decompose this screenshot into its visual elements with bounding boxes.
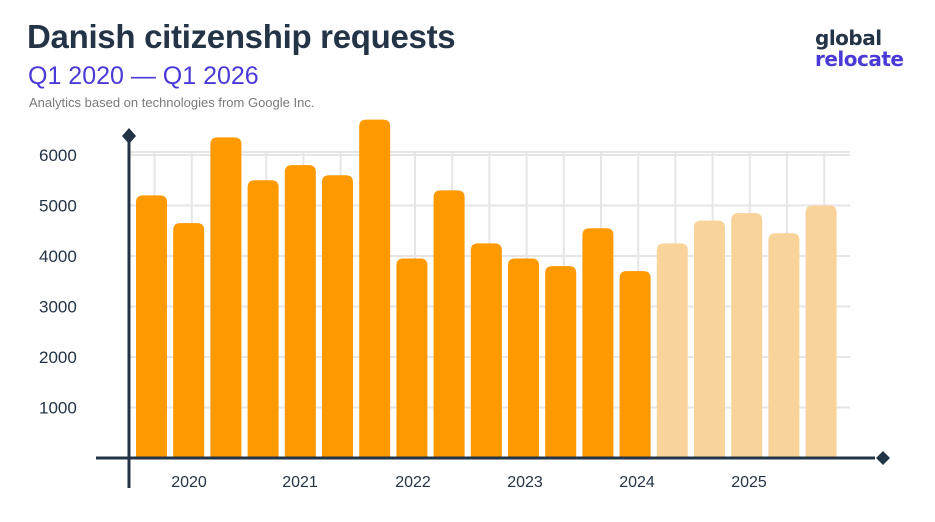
x-tick-labels: 2020 2021 2022 2023 2024 2025 <box>171 474 767 491</box>
chart-subtitle: Q1 2020 — Q1 2026 <box>28 62 259 90</box>
bar-forecast <box>731 213 763 458</box>
x-tick-label: 2021 <box>282 474 318 491</box>
bar <box>247 180 279 458</box>
y-axis-arrow-icon <box>122 128 136 144</box>
bar <box>359 119 391 459</box>
bar <box>210 137 242 458</box>
y-tick-label: 2000 <box>39 348 77 367</box>
x-tick-label: 2022 <box>395 474 431 491</box>
bar-forecast <box>768 233 800 458</box>
y-tick-label: 4000 <box>39 247 77 266</box>
bar <box>322 175 353 458</box>
bar <box>284 165 316 458</box>
y-tick-labels: 1000 2000 3000 4000 5000 6000 <box>39 146 77 418</box>
x-tick-label: 2025 <box>731 474 767 491</box>
bar-forecast <box>656 243 688 458</box>
bar <box>173 223 205 458</box>
bar <box>396 258 428 458</box>
logo-line-relocate: relocate <box>815 47 904 71</box>
y-tick-label: 5000 <box>39 197 77 216</box>
chart-title: Danish citizenship requests <box>27 18 456 55</box>
x-tick-label: 2023 <box>507 474 543 491</box>
bar <box>582 228 614 458</box>
bar <box>619 271 651 458</box>
x-axis-arrow-icon <box>876 451 890 465</box>
brand-logo: global relocate <box>815 28 904 70</box>
source-note: Analytics based on technologies from Goo… <box>29 95 315 110</box>
bar <box>433 190 465 458</box>
bar <box>470 243 502 458</box>
x-tick-label: 2020 <box>171 474 207 491</box>
bar-forecast <box>805 205 837 458</box>
y-tick-label: 3000 <box>39 298 77 317</box>
axes <box>96 128 890 488</box>
x-tick-label: 2024 <box>619 474 655 491</box>
bar <box>136 195 167 458</box>
bar <box>545 266 577 458</box>
bar-series <box>136 119 837 459</box>
bar-forecast <box>694 220 725 458</box>
logo-line-global: global <box>815 26 882 50</box>
bar <box>508 258 539 458</box>
y-tick-label: 1000 <box>39 399 77 418</box>
y-tick-label: 6000 <box>39 146 77 165</box>
